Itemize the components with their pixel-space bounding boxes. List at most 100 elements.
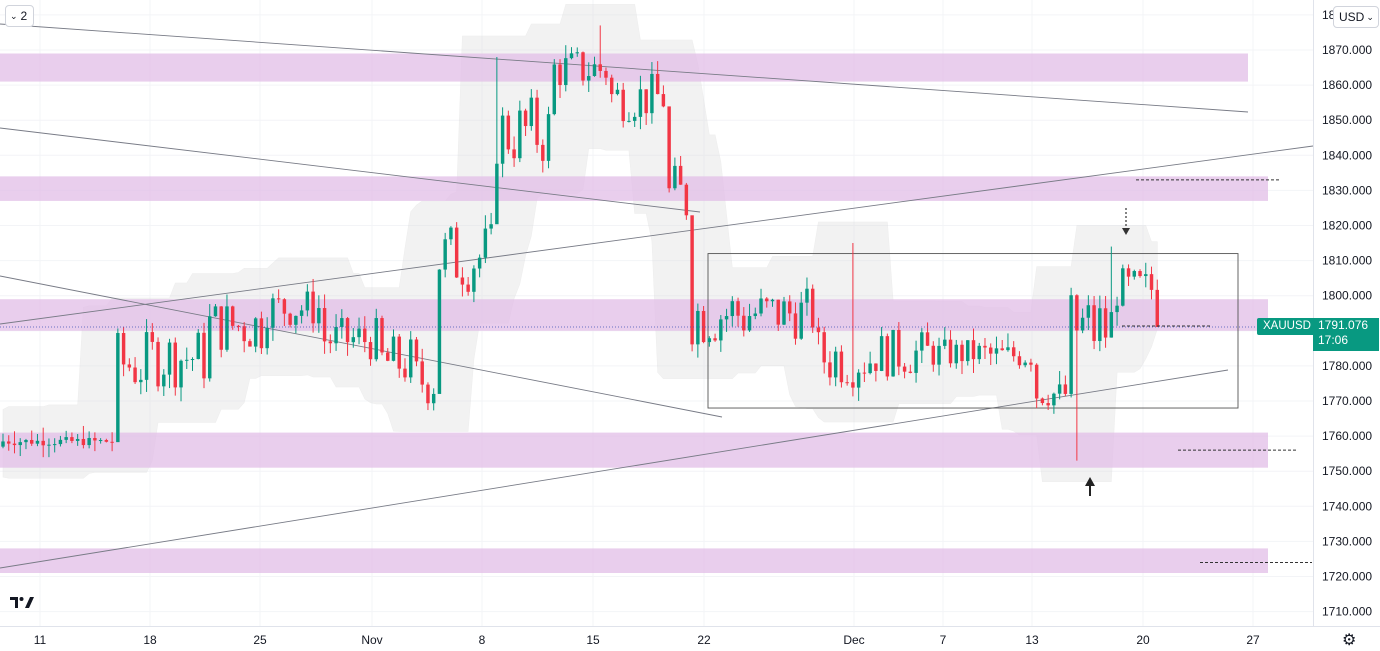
last-price-box: 1791.076 17:06 — [1313, 318, 1379, 351]
candle-body — [1, 441, 5, 447]
time-tick-label: Nov — [361, 633, 382, 647]
candle-body — [466, 284, 470, 292]
candle-body — [179, 360, 183, 388]
price-tick-label: 1850.000 — [1322, 113, 1372, 127]
symbol-label: XAUUSD — [1257, 318, 1317, 335]
time-tick-label: 20 — [1136, 633, 1150, 647]
currency-selector[interactable]: USD ⌄ — [1333, 6, 1379, 28]
series-count-button[interactable]: ⌄ 2 — [5, 5, 35, 27]
tradingview-logo-icon[interactable] — [8, 592, 38, 612]
candle-body — [351, 337, 356, 343]
candle-body — [363, 328, 367, 343]
candle-body — [374, 318, 378, 360]
candle-body — [248, 341, 252, 347]
candle-body — [397, 336, 401, 369]
candle-body — [897, 329, 901, 367]
candle-body — [661, 94, 666, 107]
candle-body — [208, 316, 212, 379]
candle-body — [966, 340, 970, 362]
candle-body — [162, 374, 166, 387]
candle-body — [1080, 317, 1085, 331]
candle-body — [104, 440, 109, 442]
candle-body — [983, 345, 987, 348]
candle-body — [472, 268, 476, 292]
support-resistance-zones — [0, 53, 1268, 573]
chevron-down-icon: ⌄ — [1366, 11, 1374, 22]
candle-body — [1086, 305, 1091, 318]
up-arrow-head — [1085, 477, 1095, 486]
candle-body — [701, 310, 706, 343]
price-tick-label: 1830.000 — [1322, 183, 1372, 197]
bar-countdown: 17:06 — [1318, 333, 1349, 347]
candle-body — [845, 382, 849, 384]
price-tick-label: 1750.000 — [1322, 464, 1372, 478]
candle-body — [196, 332, 200, 360]
last-price: 1791.076 — [1318, 318, 1369, 332]
candle-body — [64, 437, 68, 440]
candle-body — [816, 327, 821, 333]
candle-body — [317, 308, 321, 324]
candle-body — [1138, 271, 1142, 277]
candle-body — [581, 52, 585, 81]
candle-body — [230, 306, 235, 326]
candle-body — [1144, 274, 1148, 277]
candle-body — [47, 444, 51, 446]
candle-body — [989, 347, 993, 354]
candle-body — [1057, 384, 1062, 394]
time-tick-label: 13 — [1025, 633, 1039, 647]
candle-body — [391, 336, 396, 361]
time-tick-label: 7 — [940, 633, 947, 647]
candle-body — [851, 382, 855, 388]
candle-body — [368, 342, 373, 360]
time-axis[interactable]: 11 18 25 Nov 8 15 22 Dec 7 13 20 27 — [0, 626, 1380, 648]
candle-body — [868, 363, 872, 374]
time-tick-label: 8 — [479, 633, 486, 647]
price-tick-label: 1730.000 — [1322, 534, 1372, 548]
candle-body — [971, 340, 976, 360]
time-tick-label: 27 — [1246, 633, 1260, 647]
candle-body — [1023, 362, 1027, 366]
candle-body — [713, 338, 717, 341]
price-tick-label: 1740.000 — [1322, 499, 1372, 513]
candle-body — [908, 371, 913, 373]
candle-body — [156, 341, 160, 387]
candle-body — [311, 291, 315, 324]
candle-body — [454, 227, 459, 278]
candle-body — [87, 437, 91, 446]
candle-body — [506, 115, 511, 150]
price-tick-label: 1800.000 — [1322, 289, 1372, 303]
price-tick-label: 1710.000 — [1322, 605, 1372, 619]
price-zone — [0, 548, 1268, 573]
candle-body — [546, 114, 551, 161]
price-tick-label: 1760.000 — [1322, 429, 1372, 443]
candle-body — [150, 332, 155, 342]
candle-body — [960, 344, 964, 362]
candle-body — [925, 332, 930, 346]
candle-body — [719, 319, 723, 341]
candle-body — [58, 439, 63, 445]
candle-body — [810, 288, 815, 328]
candle-body — [1098, 308, 1102, 342]
gear-icon[interactable]: ⚙ — [1342, 632, 1357, 649]
candle-body — [856, 372, 861, 388]
candle-body — [443, 239, 447, 270]
range-box — [707, 253, 1239, 409]
trendline — [0, 145, 1314, 325]
candle-body — [1040, 398, 1045, 404]
candle-body — [592, 64, 597, 77]
candle-body — [805, 288, 809, 303]
candle-body — [879, 336, 884, 371]
candle-body — [948, 339, 953, 364]
candle-body — [977, 345, 981, 360]
candle-body — [742, 315, 746, 331]
candle-body — [489, 224, 493, 229]
candle-body — [627, 120, 631, 122]
candle-body — [862, 372, 867, 374]
candle-body — [334, 326, 338, 344]
candle-body — [943, 339, 947, 346]
annotations — [0, 179, 1313, 563]
price-tick-label: 1810.000 — [1322, 254, 1372, 268]
candle-body — [696, 310, 700, 345]
candle-body — [1075, 295, 1079, 331]
